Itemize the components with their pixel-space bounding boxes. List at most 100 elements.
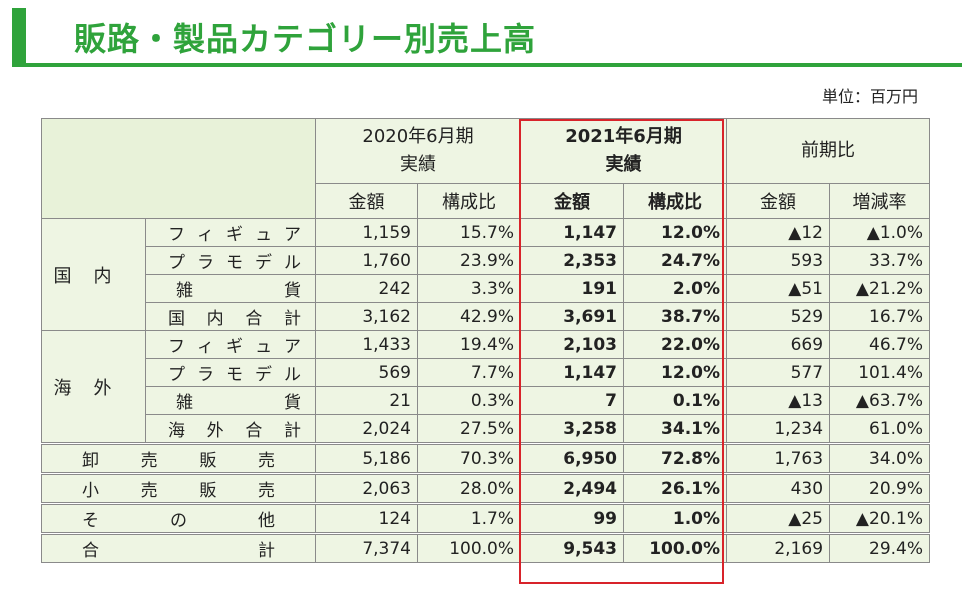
cell-change-rate: 46.7% (829, 330, 931, 359)
row-label: 海外合計 (145, 414, 316, 444)
cell-change-amount: 669 (726, 330, 831, 359)
cell-amount-2021: 191 (520, 274, 625, 303)
header-amount-1: 金額 (315, 183, 418, 219)
cell-amount-2021: 1,147 (520, 218, 625, 247)
cell-change-rate: 16.7% (829, 302, 931, 331)
cell-ratio-2020: 27.5% (416, 414, 522, 444)
cell-change-amount: 1,763 (726, 442, 831, 474)
row-label: 国内合計 (145, 302, 316, 331)
cell-change-rate: ▲21.2% (829, 274, 931, 303)
header-amount-2: 金額 (520, 183, 625, 219)
cell-change-rate: 101.4% (829, 358, 931, 387)
cell-amount-2021: 2,353 (520, 246, 625, 275)
header-corner (41, 118, 316, 219)
cell-amount-2020: 1,760 (315, 246, 418, 275)
cell-amount-2021: 7 (520, 386, 625, 415)
cell-change-rate: 33.7% (829, 246, 931, 275)
table-row: 雑貨 21 0.3% 7 0.1% ▲13 ▲63.7% (42, 386, 931, 415)
cell-ratio-2020: 70.3% (416, 442, 522, 474)
table-row: 国内 フィギュア 1,159 15.7% 1,147 12.0% ▲12 ▲1.… (41, 218, 931, 331)
row-label: 雑貨 (145, 386, 316, 415)
header-period1: 2020年6月期 実績 (314, 118, 522, 184)
cell-change-amount: 577 (726, 358, 831, 387)
cell-ratio-2021: 34.1% (623, 414, 728, 444)
header-row-2: 金額 構成比 金額 構成比 金額 増減率 (42, 183, 931, 219)
row-label: 小売販売 (41, 472, 316, 504)
table-row: プラモデル 1,760 23.9% 2,353 24.7% 593 33.7% (42, 246, 931, 275)
cell-amount-2020: 5,186 (315, 442, 418, 474)
cell-ratio-2020: 23.9% (416, 246, 522, 275)
cell-ratio-2020: 3.3% (416, 274, 522, 303)
cell-ratio-2020: 19.4% (416, 330, 522, 359)
cell-amount-2021: 2,103 (520, 330, 625, 359)
header-ratio-2: 構成比 (623, 183, 728, 219)
table-row-total: 合計 7,374 100.0% 9,543 100.0% 2,169 29.4% (41, 532, 931, 563)
header-period2-label: 2021年6月期 (565, 126, 682, 147)
cell-change-amount: 529 (726, 302, 831, 331)
cell-change-rate: 61.0% (829, 414, 931, 444)
cell-amount-2020: 124 (315, 502, 418, 534)
cell-change-rate: 29.4% (829, 532, 931, 563)
cell-ratio-2021: 22.0% (623, 330, 728, 359)
cell-amount-2020: 2,024 (315, 414, 418, 444)
title-underline (12, 63, 962, 67)
unit-label: 単位：百万円 (822, 87, 919, 106)
cell-ratio-2020: 42.9% (416, 302, 522, 331)
cell-amount-2020: 1,433 (315, 330, 418, 359)
table-row: 海外合計 2,024 27.5% 3,258 34.1% 1,234 61.0% (42, 414, 931, 444)
cell-amount-2021: 3,691 (520, 302, 625, 331)
table-row: プラモデル 569 7.7% 1,147 12.0% 577 101.4% (42, 358, 931, 387)
cell-change-rate: ▲63.7% (829, 386, 931, 415)
header-period2-sub: 実績 (605, 154, 642, 175)
row-label: フィギュア (145, 218, 316, 247)
cell-ratio-2021: 0.1% (623, 386, 728, 415)
cell-amount-2020: 21 (315, 386, 418, 415)
cell-amount-2021: 99 (520, 502, 625, 534)
cell-ratio-2021: 38.7% (623, 302, 728, 331)
table-row: 小売販売 2,063 28.0% 2,494 26.1% 430 20.9% (41, 472, 931, 504)
table-row: 雑貨 242 3.3% 191 2.0% ▲51 ▲21.2% (42, 274, 931, 303)
cell-ratio-2020: 0.3% (416, 386, 522, 415)
row-label: 雑貨 (145, 274, 316, 303)
cell-amount-2021: 6,950 (520, 442, 625, 474)
row-label: 卸売販売 (41, 442, 316, 474)
cell-amount-2020: 242 (315, 274, 418, 303)
cell-ratio-2020: 100.0% (416, 532, 522, 563)
cell-amount-2021: 1,147 (520, 358, 625, 387)
cell-change-rate: 34.0% (829, 442, 931, 474)
cell-ratio-2021: 12.0% (623, 358, 728, 387)
header-period1-sub: 実績 (400, 154, 436, 175)
table-row: その他 124 1.7% 99 1.0% ▲25 ▲20.1% (41, 502, 931, 534)
cell-ratio-2021: 26.1% (623, 472, 728, 504)
cell-change-amount: ▲25 (726, 502, 831, 534)
cell-ratio-2021: 72.8% (623, 442, 728, 474)
cell-amount-2021: 3,258 (520, 414, 625, 444)
cell-change-rate: ▲20.1% (829, 502, 931, 534)
cell-ratio-2021: 24.7% (623, 246, 728, 275)
cell-change-amount: ▲51 (726, 274, 831, 303)
cell-amount-2020: 7,374 (315, 532, 418, 563)
cell-change-amount: 2,169 (726, 532, 831, 563)
group-domestic: 国内 (41, 218, 146, 331)
header-amount-3: 金額 (726, 183, 831, 219)
group-overseas: 海外 (41, 330, 146, 444)
cell-change-amount: 593 (726, 246, 831, 275)
cell-ratio-2020: 7.7% (416, 358, 522, 387)
table-row: 卸売販売 5,186 70.3% 6,950 72.8% 1,763 34.0% (41, 442, 931, 474)
cell-ratio-2021: 12.0% (623, 218, 728, 247)
sales-table: 2020年6月期 実績 2021年6月期 実績 前期比 金額 構成比 金額 構成… (41, 118, 931, 563)
cell-ratio-2020: 15.7% (416, 218, 522, 247)
cell-ratio-2020: 28.0% (416, 472, 522, 504)
title-accent-bar (12, 8, 26, 66)
header-row-1: 2020年6月期 実績 2021年6月期 実績 前期比 (41, 118, 931, 219)
header-period2: 2021年6月期 実績 (520, 118, 728, 184)
row-label: プラモデル (145, 246, 316, 275)
table-row: 国内合計 3,162 42.9% 3,691 38.7% 529 16.7% (42, 302, 931, 331)
row-label: プラモデル (145, 358, 316, 387)
header-ratio-1: 構成比 (416, 183, 522, 219)
cell-amount-2021: 2,494 (520, 472, 625, 504)
cell-amount-2020: 1,159 (315, 218, 418, 247)
cell-amount-2020: 569 (315, 358, 418, 387)
cell-change-amount: 430 (726, 472, 831, 504)
header-period1-label: 2020年6月期 (362, 126, 474, 147)
